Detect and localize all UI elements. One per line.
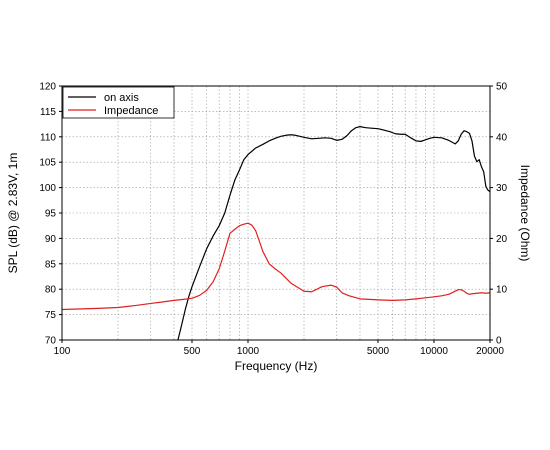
x-tick-label: 5000 [367,346,390,357]
y-tick-label: 110 [40,132,56,143]
y-tick-label: 120 [39,82,56,93]
x-tick-label: 100 [54,346,71,357]
grid [62,86,490,340]
y-tick-label: 90 [45,234,57,245]
legend: on axis Impedance [62,86,175,119]
y2-tick-label: 50 [496,82,508,93]
y-tick-label: 80 [45,285,57,296]
y-axis-ticks: 70 75 80 85 90 95 100 105 110 115 120 [39,82,62,347]
y2-tick-label: 40 [496,132,508,143]
x-axis-title: Frequency (Hz) [235,359,318,373]
y-tick-label: 85 [45,259,57,270]
y-tick-label: 75 [45,310,57,321]
y-tick-label: 105 [39,158,56,169]
legend-box [62,86,175,119]
x-tick-label: 500 [184,346,201,357]
y2-tick-label: 0 [496,336,502,347]
y-tick-label: 95 [45,209,57,220]
x-tick-label: 1000 [237,346,260,357]
y-axis-title: SPL (dB) @ 2.83V, 1m [6,153,20,274]
y2-tick-label: 10 [496,285,508,296]
y2-tick-label: 20 [496,234,508,245]
x-tick-label: 20000 [476,346,504,357]
legend-label-impedance: Impedance [104,105,158,117]
x-tick-label: 10000 [420,346,448,357]
x-axis-ticks: 100 500 1000 5000 10000 20000 [54,340,504,357]
y2-axis-title: Impedance (Ohm) [518,165,532,262]
series-lines [61,126,491,341]
y-tick-label: 115 [40,107,56,118]
y2-axis-ticks: 0 10 20 30 40 50 [490,82,508,347]
series-line-on-axis [177,126,491,341]
y-tick-label: 70 [45,336,57,347]
y-tick-label: 100 [39,183,56,194]
legend-label-on-axis: on axis [104,92,139,104]
series-line-impedance [61,222,491,311]
y2-tick-label: 30 [496,183,508,194]
